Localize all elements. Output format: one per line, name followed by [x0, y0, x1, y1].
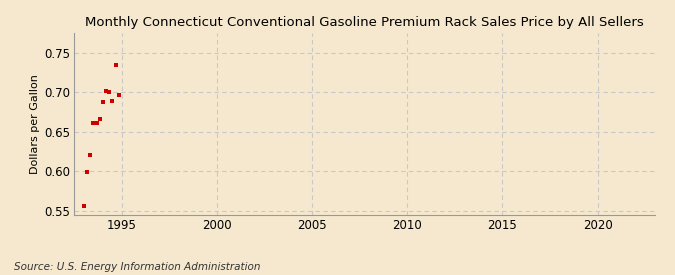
- Text: Source: U.S. Energy Information Administration: Source: U.S. Energy Information Administ…: [14, 262, 260, 272]
- Y-axis label: Dollars per Gallon: Dollars per Gallon: [30, 74, 40, 174]
- Title: Monthly Connecticut Conventional Gasoline Premium Rack Sales Price by All Seller: Monthly Connecticut Conventional Gasolin…: [85, 16, 644, 29]
